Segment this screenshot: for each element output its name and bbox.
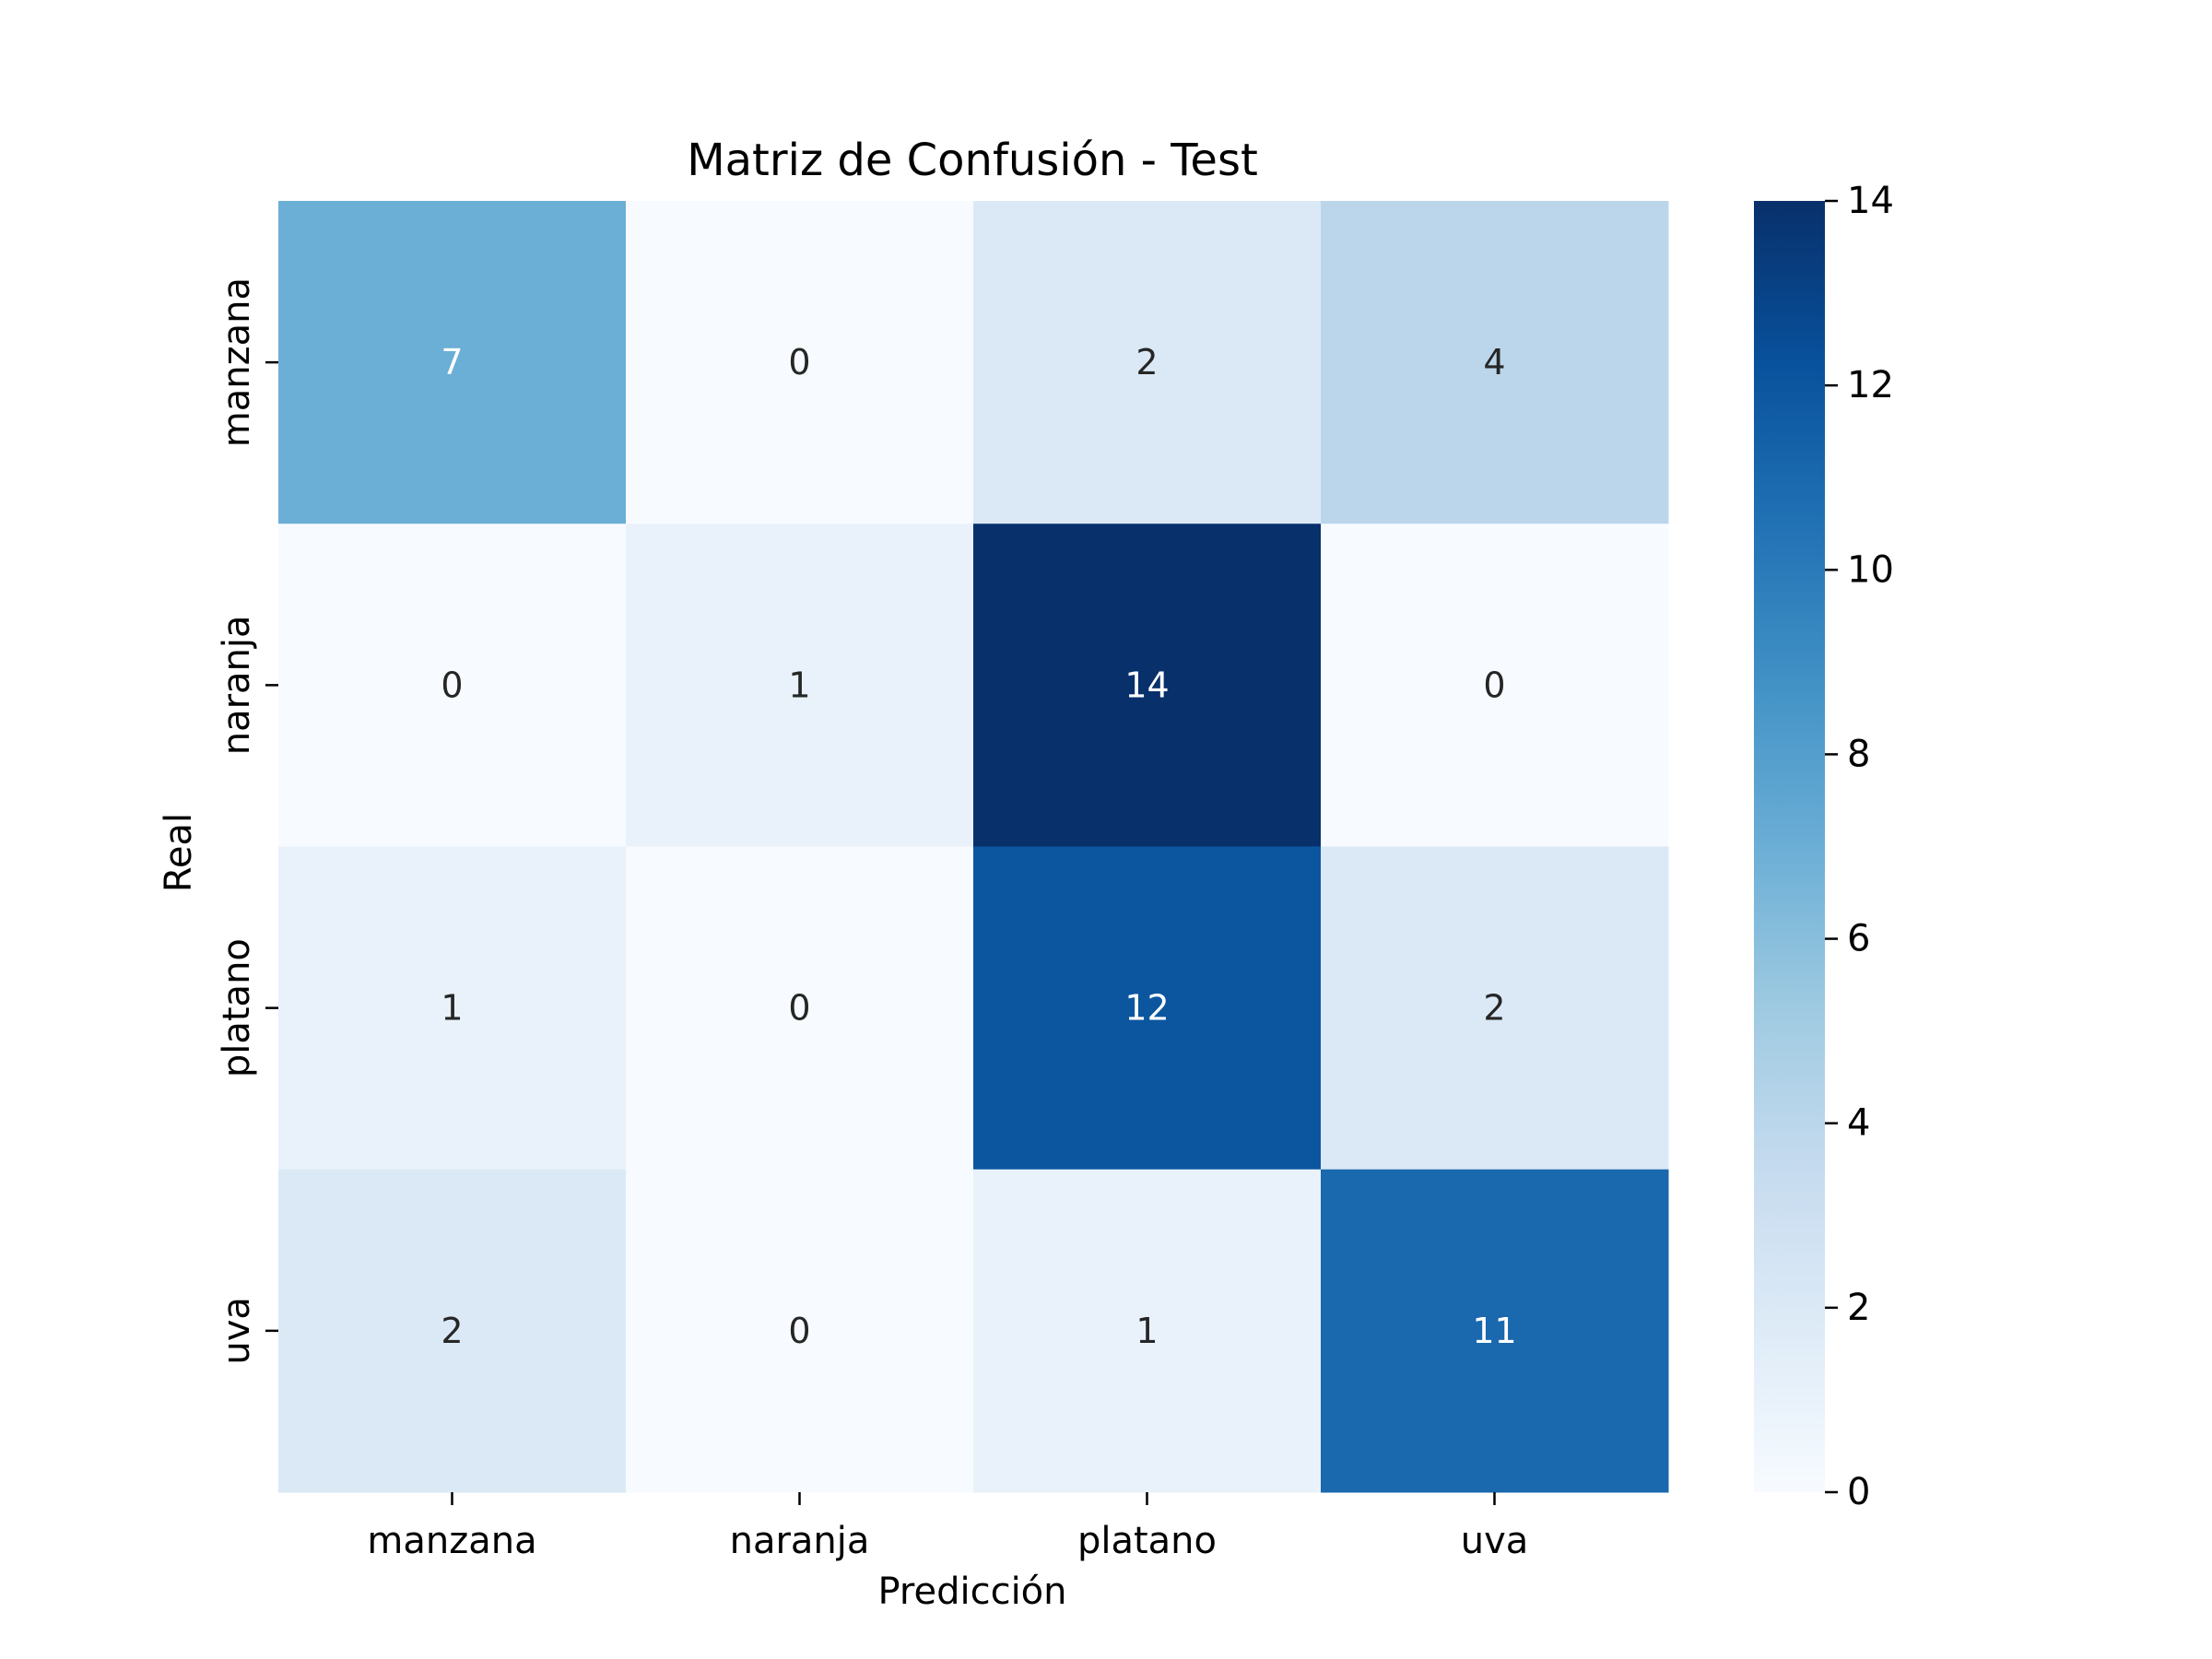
colorbar-tick-label-6: 12	[1847, 364, 1894, 406]
heatmap-cell-0-2	[973, 201, 1322, 524]
cell-value-1-1: 1	[788, 665, 810, 705]
colorbar-tick-label-5: 10	[1847, 548, 1894, 591]
x-tick-label-0: manzana	[367, 1520, 536, 1562]
colorbar-tick-label-3: 6	[1847, 918, 1870, 960]
heatmap-cell-3-3	[1321, 1169, 1669, 1493]
y-tick-label-3: uva	[216, 1297, 258, 1365]
heatmap-cell-0-0	[278, 201, 627, 524]
colorbar-tick-label-1: 2	[1847, 1287, 1870, 1329]
y-tick-label-1: naranja	[216, 615, 258, 755]
colorbar	[1754, 201, 1825, 1492]
heatmap-cell-2-2	[973, 846, 1322, 1171]
y-tick-label-2: platano	[216, 938, 258, 1077]
cell-value-2-1: 0	[788, 988, 810, 1029]
cell-value-0-1: 0	[788, 342, 810, 382]
cell-value-3-2: 1	[1135, 1311, 1158, 1351]
heatmap-cell-1-2	[973, 524, 1322, 847]
x-tick-label-3: uva	[1461, 1520, 1529, 1562]
x-tick-label-2: platano	[1077, 1520, 1217, 1562]
heatmap-cell-3-0	[278, 1169, 627, 1493]
heatmap-grid: 7 0 2 40 1 14 01 0 12 22 0 1 11	[278, 201, 1669, 1493]
colorbar-axis: 0 2 4 6 8 10 12 14	[1825, 180, 1894, 1513]
heatmap-cell-0-1	[626, 201, 974, 524]
cell-value-1-0: 0	[441, 665, 463, 705]
colorbar-tick-label-0: 0	[1847, 1471, 1870, 1513]
colorbar-tick-label-7: 14	[1847, 180, 1894, 222]
x-tick-label-1: naranja	[730, 1520, 870, 1562]
cell-value-1-3: 0	[1483, 665, 1505, 705]
cell-value-0-3: 4	[1483, 342, 1505, 382]
heatmap-cell-1-3	[1321, 524, 1669, 847]
cell-value-3-1: 0	[788, 1311, 810, 1351]
cell-value-0-2: 2	[1135, 342, 1158, 382]
heatmap-cell-2-3	[1321, 846, 1669, 1171]
x-axis-label: Predicción	[877, 1571, 1066, 1613]
heatmap-cell-3-1	[626, 1169, 974, 1493]
y-axis: manzana naranja platano uva	[216, 277, 278, 1365]
heatmap-cell-3-2	[973, 1169, 1322, 1493]
cell-value-2-2: 12	[1124, 988, 1169, 1029]
colorbar-tick-label-2: 4	[1847, 1102, 1870, 1145]
x-axis: manzana naranja platano uva	[367, 1492, 1528, 1562]
cell-value-3-0: 2	[441, 1311, 463, 1351]
y-tick-label-0: manzana	[216, 277, 258, 447]
cell-value-0-0: 7	[441, 342, 463, 382]
heatmap-cell-0-3	[1321, 201, 1669, 524]
cell-value-1-2: 14	[1124, 665, 1169, 705]
cell-value-2-0: 1	[441, 988, 463, 1029]
heatmap-cell-1-1	[626, 524, 974, 847]
y-axis-label: Real	[158, 813, 200, 892]
chart-title: Matriz de Confusión - Test	[687, 135, 1258, 186]
cell-value-3-3: 11	[1472, 1311, 1516, 1351]
colorbar-tick-label-4: 8	[1847, 733, 1870, 775]
heatmap-cell-2-0	[278, 846, 627, 1171]
heatmap-cell-2-1	[626, 846, 974, 1171]
heatmap-cell-1-0	[278, 524, 627, 847]
cell-value-2-3: 2	[1483, 988, 1505, 1029]
